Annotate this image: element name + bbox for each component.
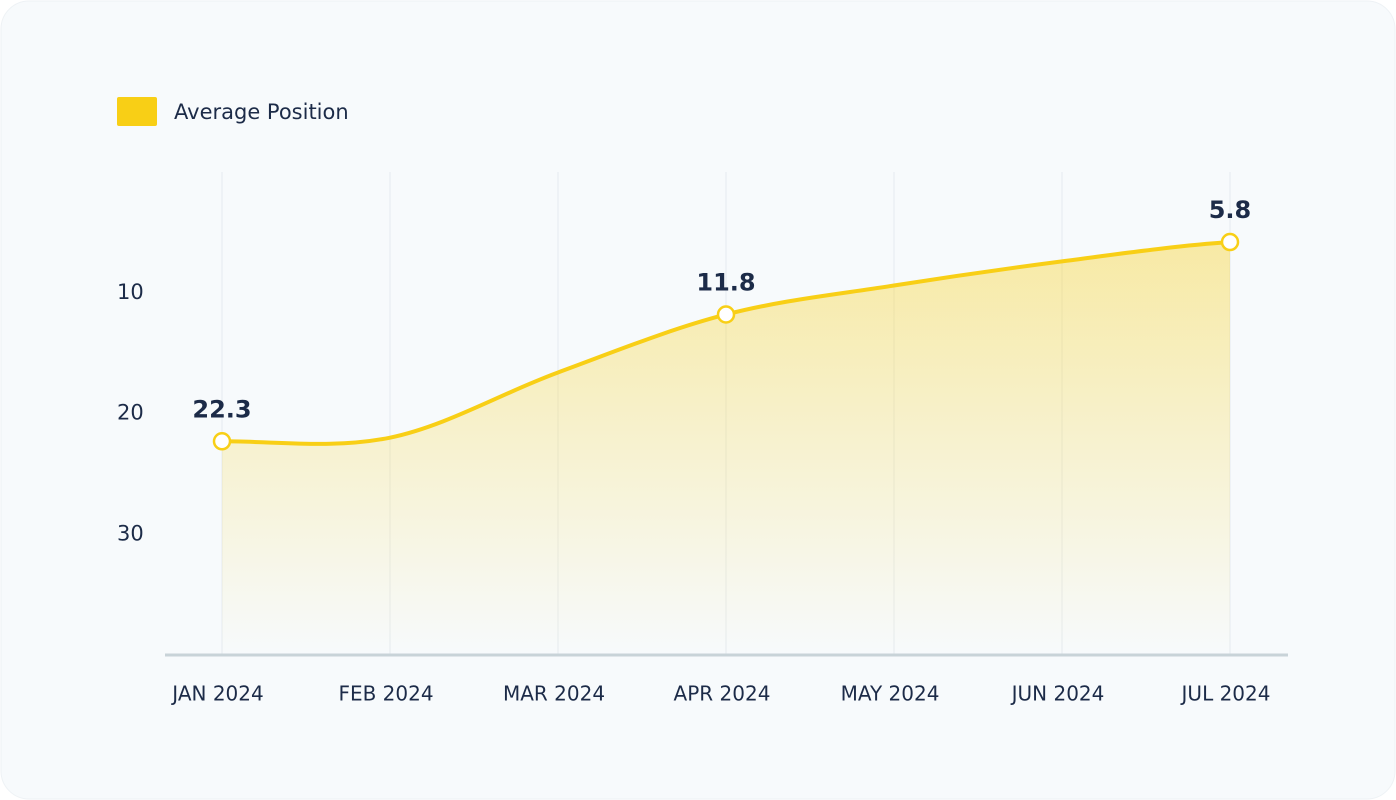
x-tick-label: APR 2024 (674, 682, 771, 706)
point-marker (1220, 232, 1240, 252)
y-tick-label: 10 (117, 280, 144, 304)
y-tick-label: 30 (117, 521, 144, 545)
x-tick-label: FEB 2024 (338, 682, 433, 706)
x-tick-label: JUN 2024 (1010, 682, 1105, 706)
x-tick-label: MAY 2024 (841, 682, 940, 706)
value-label: 22.3 (192, 395, 251, 423)
y-tick-label: 20 (117, 401, 144, 425)
legend-swatch (117, 97, 157, 126)
area-fill (222, 242, 1230, 655)
value-label: 11.8 (696, 268, 755, 296)
legend-label: Average Position (174, 100, 349, 124)
x-tick-label: MAR 2024 (503, 682, 605, 706)
x-tick-label: JAN 2024 (170, 682, 263, 706)
x-tick-label: JUL 2024 (1180, 682, 1271, 706)
point-marker (212, 432, 232, 451)
point-marker (716, 305, 736, 324)
value-label: 5.8 (1209, 196, 1252, 224)
